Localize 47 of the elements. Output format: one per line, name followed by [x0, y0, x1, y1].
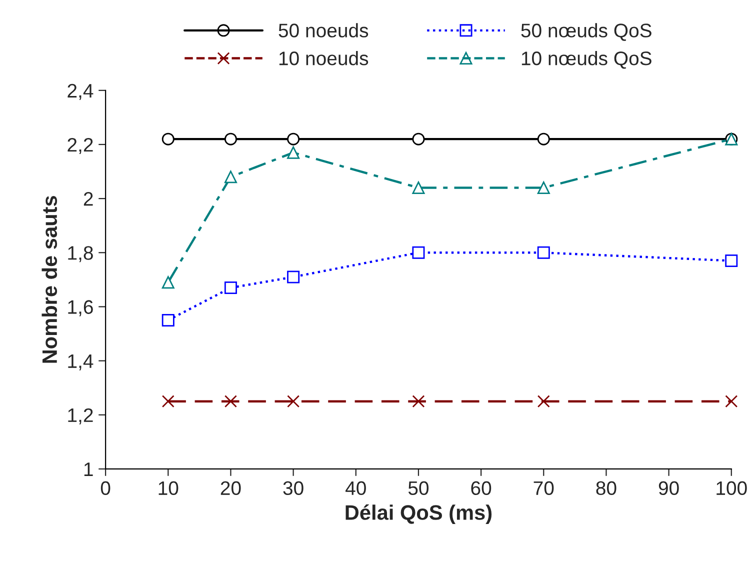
point: [412, 395, 425, 408]
x-axis-title: Délai QoS (ms): [346, 504, 492, 524]
point: [162, 314, 174, 326]
legend-label: 10 noeuds: [279, 50, 368, 66]
x-tick-label: 70: [534, 481, 554, 496]
legend-label: 50 nœuds QoS: [521, 23, 652, 41]
point: [287, 270, 300, 284]
x-tick-label: 100: [716, 481, 747, 496]
x-tick-label: 50: [408, 481, 429, 496]
point: [537, 132, 550, 146]
point: [287, 132, 300, 146]
y-tick-label: 2: [84, 192, 93, 206]
point: [537, 246, 550, 259]
y-tick-label: 2,2: [68, 138, 93, 154]
x-tick-label: 30: [283, 481, 304, 496]
point: [224, 395, 237, 408]
point: [224, 282, 237, 294]
y-tick-label: 1,2: [68, 408, 93, 424]
x-tick-label: 90: [658, 481, 679, 496]
point: [725, 254, 738, 267]
y-tick-label: 1: [84, 462, 93, 476]
y-tick-label: 1,4: [68, 354, 94, 370]
point: [162, 132, 174, 146]
point: [287, 395, 300, 408]
point: [224, 170, 237, 184]
point: [287, 146, 300, 159]
point: [412, 246, 425, 259]
x-tick-label: 20: [220, 481, 241, 496]
y-tick-label: 1,8: [68, 246, 93, 262]
point: [224, 132, 237, 146]
y-tick-label: 2,4: [68, 84, 94, 100]
x-tick-label: 10: [158, 481, 178, 496]
point: [537, 181, 550, 194]
x-tick-label: 60: [471, 481, 492, 496]
x-tick-label: 80: [596, 481, 616, 496]
point: [162, 395, 174, 408]
legend-label: 50 noeuds: [278, 23, 368, 38]
x-tick-label: 40: [346, 481, 366, 496]
point: [412, 132, 425, 146]
point: [725, 395, 738, 408]
point: [412, 181, 425, 194]
point: [537, 395, 550, 408]
y-tick-label: 1,6: [68, 300, 93, 316]
y-axis-title: Nombre de sauts: [42, 196, 58, 363]
x-tick-label: 0: [100, 481, 110, 496]
legend-label: 10 nœuds QoS: [522, 50, 652, 69]
point: [162, 276, 174, 289]
